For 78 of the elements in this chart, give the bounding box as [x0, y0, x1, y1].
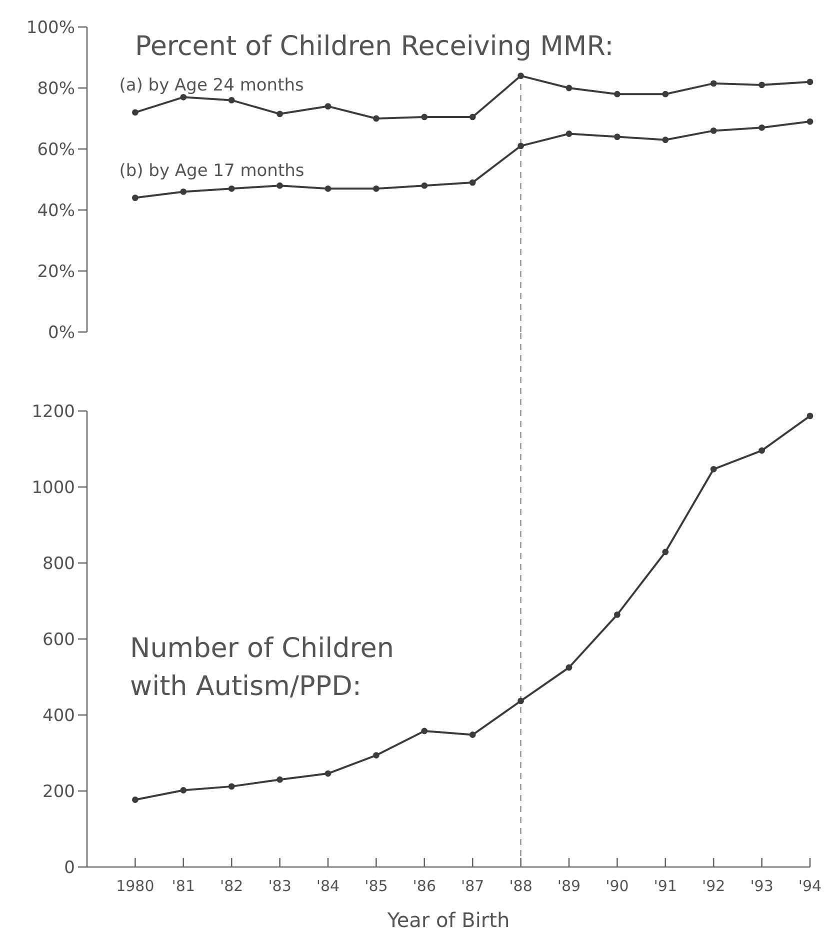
point	[180, 787, 187, 794]
point	[758, 82, 765, 88]
series-label: (b) by Age 17 months	[119, 160, 304, 181]
point	[518, 72, 524, 79]
point	[662, 548, 669, 556]
x-tick-label: '85	[364, 877, 388, 895]
point	[710, 128, 717, 134]
y-tick-label: 800	[42, 554, 75, 574]
y-tick-label: 80%	[37, 78, 75, 99]
y-tick-label: 0	[64, 858, 75, 878]
x-tick-label: '89	[557, 877, 581, 895]
x-tick-label: '83	[268, 877, 292, 895]
chart-title: Percent of Children Receiving MMR:	[135, 31, 614, 62]
point	[324, 770, 332, 777]
point	[518, 142, 524, 150]
point	[324, 103, 332, 110]
y-tick-label: 1200	[32, 402, 75, 422]
point	[469, 179, 476, 186]
point	[276, 182, 283, 189]
point	[228, 783, 235, 790]
point	[373, 115, 380, 122]
point	[228, 97, 235, 104]
point	[180, 188, 187, 195]
point	[710, 80, 717, 87]
point	[518, 698, 524, 704]
x-tick-label: '94	[798, 877, 822, 895]
point	[614, 134, 620, 140]
point	[566, 130, 572, 137]
point	[806, 412, 814, 420]
x-tick-label: '87	[460, 877, 484, 895]
point	[566, 664, 572, 671]
point	[614, 611, 620, 618]
point	[276, 110, 283, 118]
y-tick-label: 400	[42, 706, 75, 726]
y-tick-label: 600	[42, 630, 75, 650]
point	[132, 194, 138, 201]
point	[228, 185, 235, 192]
point	[132, 109, 138, 116]
point	[421, 182, 428, 189]
point	[132, 796, 138, 803]
y-tick-label: 40%	[37, 200, 75, 221]
point	[180, 94, 187, 100]
point	[421, 114, 428, 120]
point	[469, 732, 476, 738]
point	[566, 84, 572, 92]
point	[421, 728, 428, 734]
x-tick-label: '88	[509, 877, 532, 895]
point	[276, 776, 283, 783]
point	[662, 136, 669, 144]
x-tick-label: '82	[220, 877, 244, 895]
x-axis-title: Year of Birth	[386, 908, 510, 932]
y-tick-label: 1000	[32, 478, 75, 498]
point	[469, 114, 476, 120]
point	[373, 752, 380, 758]
point	[614, 90, 620, 98]
x-tick-label: '84	[316, 877, 340, 895]
point	[806, 78, 814, 86]
point	[758, 124, 765, 131]
x-tick-label: '90	[606, 877, 629, 895]
point	[373, 185, 380, 192]
x-tick-label: 1980	[116, 877, 154, 895]
series-label: (a) by Age 24 months	[119, 75, 304, 96]
point	[806, 118, 814, 125]
x-tick-label: '86	[412, 877, 436, 895]
x-tick-label: '91	[654, 877, 678, 895]
y-tick-label: 0%	[48, 322, 75, 343]
y-tick-label: 20%	[37, 262, 75, 282]
y-tick-label: 100%	[26, 18, 75, 38]
x-tick-label: '92	[702, 877, 726, 895]
point	[710, 466, 717, 472]
x-tick-label: '93	[750, 877, 774, 895]
y-tick-label: 60%	[37, 140, 75, 160]
point	[662, 90, 669, 98]
text: Number of Children with Autism/PPD:	[130, 633, 394, 702]
point	[758, 447, 765, 454]
point	[324, 185, 332, 192]
y-tick-label: 200	[42, 782, 75, 802]
x-tick-label: '81	[172, 877, 196, 895]
